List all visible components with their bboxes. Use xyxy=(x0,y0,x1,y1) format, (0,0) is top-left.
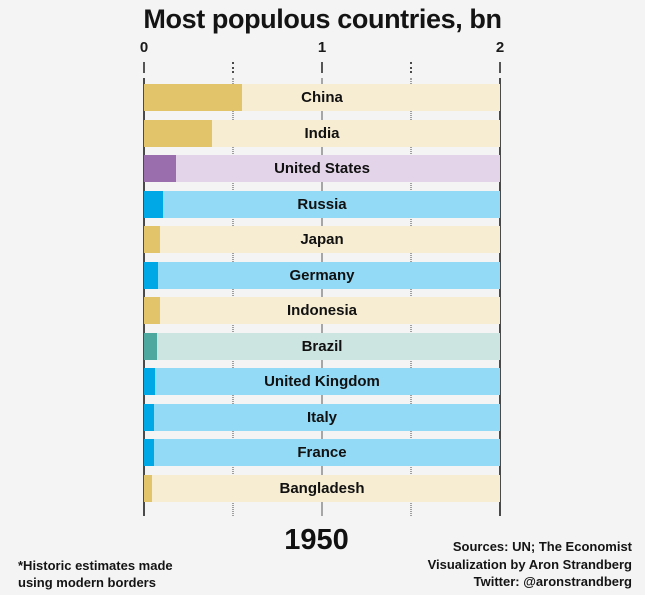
bar-value xyxy=(144,474,152,502)
x-minor-tick-mark-1.5 xyxy=(410,62,412,73)
bar-value xyxy=(144,84,242,111)
bar-row[interactable]: United States xyxy=(144,155,500,182)
bar-label: Germany xyxy=(289,266,355,284)
x-tick-label-1: 1 xyxy=(317,39,327,56)
credits-sources: Sources: UN; The Economist xyxy=(452,539,632,554)
bar-value xyxy=(144,119,212,147)
bar-row[interactable]: Japan xyxy=(144,226,500,253)
x-tick-label-0: 0 xyxy=(139,39,149,56)
bar-label: United States xyxy=(274,160,370,177)
credits-visualization: Visualization by Aron Strandberg xyxy=(427,556,632,572)
bar-label: Brazil xyxy=(301,337,343,355)
bar-label: Japan xyxy=(300,231,344,248)
bar-row[interactable]: Russia xyxy=(144,190,500,218)
bar-value xyxy=(144,332,157,360)
bar-value xyxy=(144,261,158,289)
bar-track xyxy=(144,261,500,289)
chart-title: Most populous countries, bn xyxy=(143,4,502,34)
x-minor-tick-mark-0.5 xyxy=(232,62,234,73)
bar-track xyxy=(144,332,500,360)
bar-track xyxy=(144,190,500,218)
bar-row[interactable]: United Kingdom xyxy=(144,368,500,395)
bar-row[interactable]: Bangladesh xyxy=(144,474,500,502)
bar-row[interactable]: Germany xyxy=(144,261,500,289)
bar-row[interactable]: India xyxy=(144,119,500,147)
bar-value xyxy=(144,368,156,395)
bar-value xyxy=(144,439,155,466)
bar-track xyxy=(144,368,500,395)
bar-row[interactable]: Brazil xyxy=(144,332,500,360)
bar-label: India xyxy=(304,124,340,142)
bar-value xyxy=(144,403,155,431)
bar-row[interactable]: China xyxy=(144,84,500,111)
year-label: 1950 xyxy=(0,524,645,557)
x-tick-label-2: 2 xyxy=(495,39,505,56)
bar-track xyxy=(144,474,500,502)
bar-row[interactable]: Indonesia xyxy=(144,297,500,324)
bar-value xyxy=(144,226,161,253)
x-tick-mark-0 xyxy=(143,62,145,73)
plot-area: China India United States Russia Japan German… xyxy=(143,78,501,516)
gridline-axis-right xyxy=(499,78,501,516)
footnote: *Historic estimates made using modern bo… xyxy=(18,557,173,591)
bar-label: China xyxy=(301,89,343,106)
bar-track xyxy=(144,439,500,466)
bar-track xyxy=(144,155,500,182)
credits-twitter: Twitter: @aronstrandberg xyxy=(473,574,632,589)
year-label-text: 1950 xyxy=(284,524,349,556)
bar-label: Indonesia xyxy=(286,302,357,319)
bar-label: United Kingdom xyxy=(264,373,380,390)
bar-row[interactable]: Italy xyxy=(144,403,500,431)
bar-track xyxy=(144,297,500,324)
bar-value xyxy=(144,297,161,324)
bar-label: France xyxy=(297,444,347,461)
bar-label: Russia xyxy=(297,195,347,213)
bar-label: Bangladesh xyxy=(279,479,365,497)
bar-value xyxy=(144,155,177,182)
bar-label: Italy xyxy=(306,408,337,426)
credits: Sources: UN; The Economist Visualization… xyxy=(428,538,632,591)
x-tick-mark-1 xyxy=(321,62,323,73)
footnote-line-2: using modern borders xyxy=(18,575,156,590)
bar-row[interactable]: France xyxy=(144,439,500,466)
bar-value xyxy=(144,190,163,218)
footnote-line-1: *Historic estimates made xyxy=(18,558,173,573)
x-tick-mark-2 xyxy=(499,62,501,73)
bar-track xyxy=(144,226,500,253)
bar-track xyxy=(144,403,500,431)
